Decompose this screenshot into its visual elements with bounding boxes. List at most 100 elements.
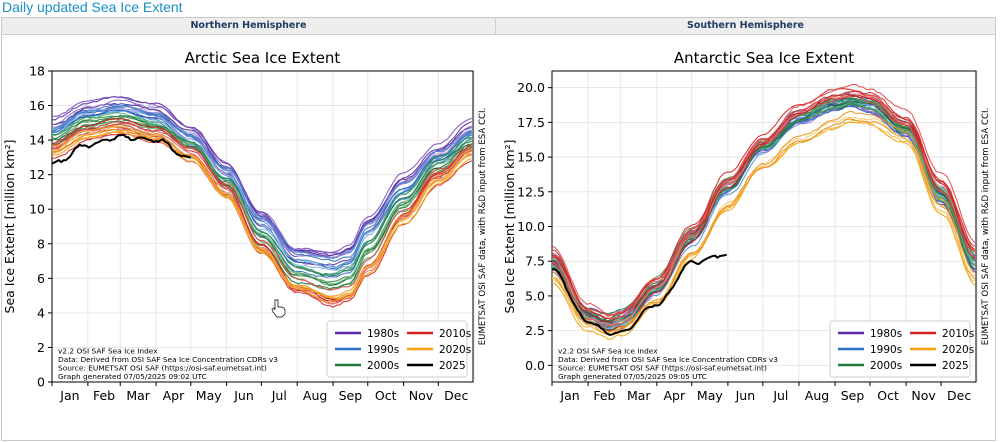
x-tick-label: Jul: [772, 388, 788, 403]
side-credit-note: EUMETSAT OSI SAF data, with R&D input fr…: [981, 108, 991, 346]
series-line-1990s: [51, 103, 473, 268]
x-tick-label: Jul: [271, 388, 287, 403]
series-line-2000s: [51, 116, 473, 283]
series-line-2010s: [551, 90, 976, 317]
series-line-2010s: [51, 122, 472, 291]
arctic-chart: Arctic Sea Ice Extent 0 2 4 6 8 10 12 14 16 18 Jan F…: [2, 49, 488, 403]
x-tick-label: Feb: [593, 388, 615, 403]
hand-pointer-icon: [271, 299, 286, 318]
series-line-2000s: [51, 112, 473, 285]
x-tick-label: Jan: [559, 388, 579, 403]
legend-label: 1990s: [870, 344, 902, 356]
series-line-2010s: [51, 117, 472, 301]
series-line-2025: [51, 133, 191, 165]
source-annotation: Data: Derived from OSI SAF Sea Ice Conce…: [558, 355, 778, 364]
series-line-1980s: [51, 95, 473, 257]
x-tick-label: Sep: [339, 388, 363, 403]
legend-label: 2020s: [439, 344, 471, 356]
x-tick-label: Dec: [444, 388, 468, 403]
series-line-2020s: [51, 124, 473, 297]
x-tick-label: May: [697, 388, 723, 403]
y-tick-label: 15.0: [517, 150, 545, 165]
x-tick-label: May: [196, 388, 222, 403]
legend-label: 2020s: [942, 344, 974, 356]
series-line-2020s: [551, 111, 976, 334]
legend-label: 1980s: [870, 328, 902, 340]
source-annotation: Graph generated 07/05/2025 09:05 UTC: [558, 372, 707, 381]
antarctic-chart: Antarctic Sea Ice Extent 0.0 2.5 5.0 7.5 10.0…: [502, 49, 991, 403]
side-credit-note: EUMETSAT OSI SAF data, with R&D input fr…: [478, 108, 488, 346]
series-line-1990s: [51, 104, 472, 262]
x-tick-label: Aug: [805, 388, 829, 403]
y-tick-label: 10.0: [517, 219, 545, 234]
x-tick-label: Apr: [163, 388, 185, 403]
x-tick-label: Jun: [233, 388, 254, 403]
y-tick-label: 2.5: [525, 323, 545, 338]
y-tick-label: 0.0: [525, 358, 545, 373]
x-tick-label: Apr: [663, 388, 685, 403]
source-annotation: Data: Derived from OSI SAF Sea Ice Conce…: [58, 355, 278, 364]
content-frame: [1, 17, 996, 441]
series-line-2020s: [51, 131, 472, 303]
y-tick-label: 14: [29, 133, 45, 148]
series-line-2010s: [551, 95, 976, 327]
x-tick-label: Oct: [375, 388, 397, 403]
series-line-2010s: [551, 84, 976, 316]
hand-pointer-shape: [271, 299, 286, 318]
y-axis-label: Sea Ice Extent [million km²]: [502, 140, 517, 314]
chart-title: Antarctic Sea Ice Extent: [674, 49, 854, 67]
x-tick-label: Feb: [93, 388, 115, 403]
x-tick-label: Sep: [841, 388, 865, 403]
series-line-2000s: [51, 120, 472, 287]
series-line-2020s: [551, 121, 976, 340]
series-line-2010s: [51, 120, 473, 301]
legend-label: 2010s: [439, 328, 471, 340]
series-line-2010s: [551, 93, 976, 323]
y-tick-label: 5.0: [525, 288, 545, 303]
source-annotation: Source: EUMETSAT OSI SAF (https://osi-sa…: [58, 364, 267, 373]
series-line-2020s: [551, 118, 976, 335]
series-line-2000s: [551, 103, 976, 328]
legend-box: [326, 320, 468, 378]
x-tick-label: Mar: [126, 388, 150, 403]
y-tick-label: 6: [37, 271, 45, 286]
legend-label: 1990s: [367, 344, 399, 356]
plot-area: [51, 70, 474, 383]
legend-label: 2000s: [367, 360, 399, 372]
y-tick-label: 20.0: [517, 80, 545, 95]
y-tick-label: 18: [29, 64, 45, 79]
source-annotation: v2.2 OSI SAF Sea Ice Index: [558, 347, 658, 356]
series-line-1990s: [51, 110, 472, 271]
legend-label: 2010s: [942, 328, 974, 340]
source-annotation: Source: EUMETSAT OSI SAF (https://osi-sa…: [558, 364, 767, 373]
series-line-2000s: [551, 102, 976, 326]
series-line-1990s: [51, 108, 472, 269]
series-line-1990s: [51, 106, 473, 259]
source-annotation: v2.2 OSI SAF Sea Ice Index: [58, 347, 158, 356]
y-tick-label: 8: [37, 236, 45, 251]
series-line-2020s: [51, 130, 472, 300]
y-tick-label: 12.5: [517, 184, 545, 199]
y-tick-label: 12: [29, 167, 45, 182]
y-tick-label: 16: [29, 98, 45, 113]
y-tick-label: 7.5: [525, 254, 545, 269]
y-tick-label: 17.5: [517, 115, 545, 130]
panel-header-south: Southern Hemisphere: [496, 18, 995, 35]
series-line-2010s: [51, 123, 473, 301]
series-line-2025: [551, 253, 727, 336]
y-tick-label: 10: [29, 202, 45, 217]
x-tick-label: Dec: [947, 388, 971, 403]
legend-label: 2000s: [870, 360, 902, 372]
page-title: Daily updated Sea Ice Extent: [2, 0, 183, 15]
series-line-2000s: [51, 123, 472, 290]
x-tick-label: Aug: [303, 388, 327, 403]
y-axis-label: Sea Ice Extent [million km²]: [2, 140, 17, 314]
legend-label: 2025: [439, 360, 466, 372]
x-tick-label: Nov: [409, 388, 434, 403]
series-line-1980s: [51, 96, 473, 254]
series-line-1980s: [51, 99, 472, 254]
y-tick-label: 0: [37, 375, 45, 390]
y-tick-label: 4: [37, 305, 45, 320]
panel-header-north: Northern Hemisphere: [2, 18, 496, 35]
legend-box: [829, 320, 971, 378]
